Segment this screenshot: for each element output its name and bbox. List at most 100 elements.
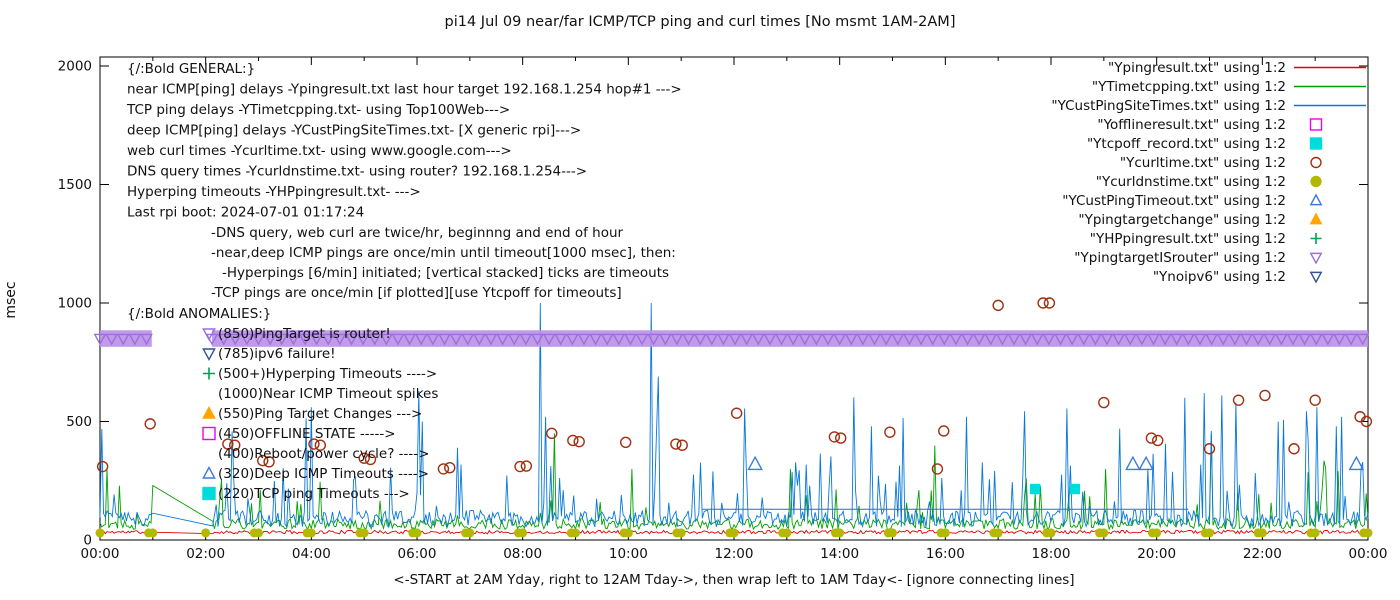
triangle-down-marker — [321, 333, 335, 346]
triangle-down-marker — [472, 333, 486, 346]
triangle-down-marker — [1286, 333, 1300, 346]
legend: "Ypingresult.txt" using 1:2 "YTimetcpping… — [1051, 60, 1366, 285]
circle-marker — [96, 460, 109, 473]
circle-marker — [567, 434, 579, 447]
annotation-general: {/:Bold GENERAL:} near ICMP[ping] delays … — [126, 61, 682, 301]
dns-dot — [940, 528, 950, 538]
triangle-down-marker — [105, 333, 119, 346]
circle-marker — [1037, 297, 1049, 309]
triangle-up-marker — [202, 406, 216, 419]
dns-dot — [254, 528, 263, 538]
triangle-down-marker — [728, 333, 742, 346]
triangle-down-marker — [93, 333, 107, 346]
circle-marker — [1259, 389, 1271, 402]
anomalies-heading: {/:Bold ANOMALIES:} — [127, 306, 271, 322]
y-tick-label: 500 — [66, 414, 92, 430]
circle-marker — [1203, 443, 1216, 455]
circle-marker — [364, 453, 377, 466]
triangle-down-marker — [1309, 271, 1323, 284]
triangle-down-marker — [426, 333, 440, 346]
anomaly-item: (1000)Near ICMP Timeout spikes — [218, 386, 438, 402]
circle-marker — [514, 460, 526, 473]
triangle-down-marker — [821, 333, 835, 346]
triangle-down-marker — [345, 333, 358, 346]
triangle-down-marker — [995, 333, 1009, 346]
general-note: -DNS query, web curl are twice/hr, begin… — [211, 225, 624, 241]
triangle-down-marker — [368, 333, 382, 346]
general-line: web curl times -Ycurltime.txt- using www… — [127, 143, 512, 159]
annotation-anomalies: {/:Bold ANOMALIES:} (850)PingTarget is ro… — [127, 306, 438, 502]
circle-marker — [884, 426, 896, 438]
circle-marker — [1310, 175, 1322, 188]
legend-label: "YpingtargetISrouter" using 1:2 — [1074, 250, 1286, 266]
dns-dot — [1257, 528, 1267, 538]
triangle-down-marker — [1333, 333, 1346, 346]
triangle-down-marker — [810, 333, 823, 346]
circle-marker — [1232, 394, 1245, 406]
triangle-down-marker — [1088, 333, 1102, 346]
anomaly-item: (320)Deep ICMP Timeouts ----> — [218, 466, 429, 482]
dns-dot — [835, 528, 845, 538]
triangle-down-marker — [972, 333, 986, 346]
circle-marker — [992, 299, 1004, 312]
triangle-down-marker — [1321, 333, 1335, 346]
triangle-down-marker — [903, 333, 916, 346]
triangle-down-marker — [391, 333, 405, 346]
triangle-down-marker — [263, 333, 277, 346]
triangle-down-marker — [507, 333, 521, 346]
anomaly-item: (450)OFFLINE STATE -----> — [218, 426, 396, 442]
anomaly-item: (785)ipv6 failure! — [218, 346, 336, 362]
triangle-down-marker — [740, 333, 754, 346]
triangle-down-marker — [202, 328, 216, 341]
triangle-down-marker — [414, 333, 428, 346]
triangle-down-marker — [438, 333, 451, 346]
triangle-down-marker — [1007, 333, 1021, 346]
triangle-down-marker — [275, 333, 289, 346]
general-note: -TCP pings are once/min [if plotted][use… — [211, 285, 622, 301]
dns-dot — [1099, 528, 1109, 538]
triangle-down-marker — [1274, 333, 1288, 346]
x-tick-label: 02:00 — [186, 546, 225, 562]
triangle-down-marker — [1054, 333, 1067, 346]
triangle-down-marker — [1100, 333, 1114, 346]
triangle-down-marker — [961, 333, 974, 346]
circle-marker — [308, 438, 320, 450]
triangle-down-marker — [600, 333, 614, 346]
legend-label: "Yofflineresult.txt" using 1:2 — [1097, 117, 1286, 133]
triangle-down-marker — [140, 333, 153, 346]
triangle-down-marker — [693, 333, 707, 346]
legend-label: "Ycurldnstime.txt" using 1:2 — [1096, 174, 1286, 190]
triangle-down-marker — [833, 333, 847, 346]
triangle-down-marker — [1019, 333, 1033, 346]
triangle-down-marker — [1030, 333, 1044, 346]
triangle-down-marker — [403, 333, 417, 346]
dns-dot — [201, 528, 211, 538]
chart-title: pi14 Jul 09 near/far ICMP/TCP ping and c… — [445, 14, 956, 30]
dns-dot — [412, 528, 422, 538]
general-note: -Hyperpings [6/min] initiated; [vertical… — [222, 265, 669, 281]
triangle-down-marker — [1042, 333, 1056, 346]
general-line: Last rpi boot: 2024-07-01 01:17:24 — [127, 205, 364, 221]
circle-marker — [1145, 432, 1158, 444]
triangle-down-marker — [1298, 333, 1312, 346]
triangle-down-marker — [1263, 333, 1277, 346]
triangle-down-marker — [1065, 333, 1079, 346]
anomaly-item: (550)Ping Target Changes ---> — [218, 406, 422, 422]
circle-marker — [314, 439, 327, 451]
triangle-down-marker — [1251, 333, 1265, 346]
triangle-down-marker — [519, 333, 533, 346]
triangle-down-marker — [670, 333, 684, 346]
general-line: {/:Bold GENERAL:} — [127, 61, 255, 77]
triangle-down-marker — [496, 333, 509, 346]
triangle-down-marker — [252, 333, 265, 346]
dns-dot — [95, 528, 105, 538]
square-marker — [1309, 118, 1323, 131]
circle-marker — [1288, 443, 1300, 455]
triangle-up-marker — [1348, 455, 1365, 471]
y-tick-label: 1000 — [58, 296, 92, 312]
dns-dot — [729, 528, 739, 538]
triangle-down-marker — [949, 333, 963, 346]
series-pingtarget-isrouter-band — [93, 330, 1370, 347]
x-tick-label: 00:00 — [1349, 546, 1388, 562]
triangle-down-marker — [310, 333, 324, 346]
